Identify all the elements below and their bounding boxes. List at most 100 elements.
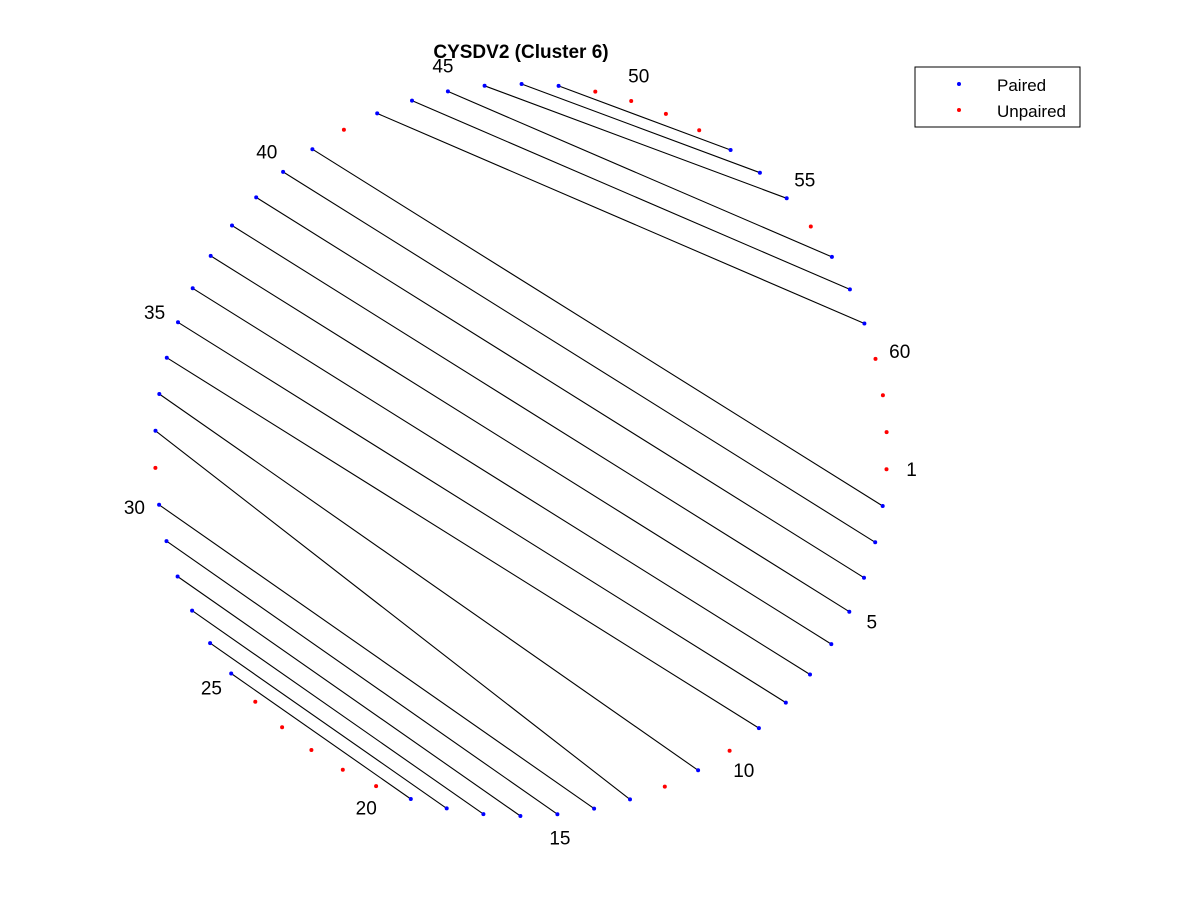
unpaired-node-49 (593, 89, 598, 94)
pair-line-7-36 (192, 287, 811, 675)
paired-node-15 (555, 812, 560, 817)
unpaired-node-62 (884, 430, 889, 435)
legend-label-unpaired: Unpaired (997, 102, 1066, 121)
pair-line-18-26 (209, 642, 448, 809)
position-label-5: 5 (867, 612, 878, 633)
position-label-55: 55 (794, 171, 815, 192)
pair-line-6-37 (210, 255, 832, 645)
unpaired-node-31 (153, 465, 158, 470)
paired-node-30 (157, 502, 162, 507)
pair-line-45-57 (447, 90, 833, 258)
paired-node-37 (208, 253, 213, 258)
pair-line-46-55 (484, 85, 787, 199)
pair-line-8-35 (177, 321, 787, 704)
position-label-50: 50 (628, 67, 649, 88)
unpaired-node-60 (873, 356, 878, 361)
pair-line-4-39 (255, 196, 865, 579)
paired-node-55 (784, 196, 789, 201)
paired-node-7 (808, 672, 812, 677)
position-label-25: 25 (201, 678, 222, 699)
paired-node-38 (230, 223, 234, 228)
paired-node-36 (190, 286, 195, 291)
unpaired-node-10 (727, 748, 732, 753)
pair-line-48-53 (558, 85, 731, 151)
unpaired-node-24 (253, 699, 258, 704)
paired-node-11 (696, 768, 701, 773)
paired-node-8 (783, 700, 788, 705)
paired-node-27 (190, 608, 195, 613)
pair-line-15-29 (166, 540, 558, 815)
pair-line-13-32 (155, 430, 631, 800)
paired-node-28 (175, 574, 180, 579)
unpaired-node-22 (309, 748, 314, 752)
paired-node-40 (281, 169, 286, 174)
paired-node-48 (556, 83, 561, 88)
position-label-20: 20 (356, 799, 377, 820)
paired-node-47 (519, 82, 524, 86)
pair-lines (155, 83, 883, 817)
paired-node-54 (757, 170, 762, 175)
paired-node-59 (862, 321, 867, 326)
unpaired-node-50 (629, 99, 634, 103)
legend-marker-unpaired (957, 108, 961, 112)
legend-marker-paired (957, 82, 961, 86)
unpaired-node-23 (280, 725, 285, 730)
pair-line-11-33 (158, 393, 699, 771)
legend-box (914, 66, 1081, 128)
unpaired-node-61 (880, 393, 885, 398)
unpaired-node-56 (808, 224, 813, 229)
unpaired-node-12 (662, 784, 667, 789)
paired-node-18 (444, 806, 449, 811)
paired-node-9 (756, 726, 761, 731)
paired-node-45 (445, 89, 450, 94)
pair-line-19-25 (230, 673, 412, 800)
paired-node-26 (208, 641, 213, 646)
paired-node-17 (481, 812, 486, 817)
unpaired-node-52 (697, 128, 702, 133)
paired-node-43 (375, 111, 380, 116)
figure-title: CYSDV2 (Cluster 6) (433, 42, 608, 63)
paired-node-6 (829, 642, 834, 647)
paired-node-14 (592, 806, 597, 811)
position-label-40: 40 (256, 142, 277, 163)
unpaired-node-20 (374, 784, 379, 789)
paired-node-57 (829, 254, 834, 259)
pair-line-17-27 (191, 610, 484, 815)
paired-node-34 (164, 355, 169, 360)
position-label-1: 1 (906, 460, 917, 481)
unpaired-node-42 (341, 127, 346, 132)
paired-node-4 (862, 575, 866, 580)
paired-node-16 (518, 814, 523, 818)
legend-label-paired: Paired (997, 76, 1046, 95)
position-label-10: 10 (733, 761, 754, 782)
paired-node-25 (229, 671, 234, 676)
pair-line-14-30 (158, 504, 595, 810)
paired-node-5 (847, 609, 852, 614)
position-nodes (153, 82, 889, 818)
paired-node-58 (847, 287, 852, 292)
paired-node-33 (157, 392, 162, 396)
unpaired-node-1 (884, 467, 889, 472)
paired-node-32 (153, 428, 158, 433)
unpaired-node-51 (663, 111, 668, 116)
paired-node-29 (164, 539, 169, 544)
pair-line-5-38 (231, 225, 850, 613)
legend: Paired Unpaired (914, 66, 1081, 128)
paired-node-3 (873, 540, 878, 545)
paired-node-44 (410, 98, 414, 103)
unpaired-node-21 (340, 767, 345, 772)
paired-node-53 (728, 148, 733, 152)
paired-node-39 (254, 195, 259, 200)
position-label-35: 35 (144, 303, 165, 324)
paired-node-13 (628, 797, 632, 802)
paired-node-2 (880, 504, 885, 508)
pair-line-3-40 (282, 171, 876, 543)
paired-node-19 (408, 797, 413, 801)
pair-line-47-54 (521, 83, 761, 174)
pair-line-9-34 (166, 357, 760, 729)
paired-node-46 (482, 83, 487, 88)
position-label-60: 60 (889, 342, 910, 363)
